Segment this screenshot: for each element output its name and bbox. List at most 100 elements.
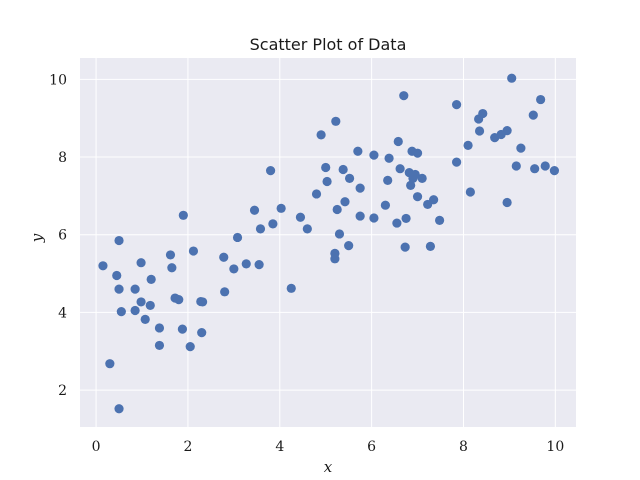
data-point bbox=[400, 242, 410, 252]
data-point bbox=[410, 169, 420, 180]
data-point bbox=[344, 241, 354, 251]
y-tick-label: 2 bbox=[58, 383, 67, 399]
data-point bbox=[429, 195, 439, 205]
data-point bbox=[516, 143, 526, 153]
plot-area bbox=[80, 58, 576, 427]
data-points bbox=[98, 73, 560, 414]
data-point bbox=[353, 146, 363, 156]
data-point bbox=[130, 305, 140, 316]
data-point bbox=[286, 283, 296, 293]
grid-lines bbox=[80, 58, 576, 427]
data-point bbox=[412, 192, 423, 202]
data-point bbox=[463, 140, 473, 150]
x-tick-label: 4 bbox=[275, 439, 284, 455]
data-point bbox=[344, 173, 355, 184]
data-point bbox=[406, 180, 416, 191]
data-point bbox=[465, 187, 475, 197]
data-point bbox=[435, 215, 445, 225]
x-tick-label: 6 bbox=[367, 439, 376, 455]
data-point bbox=[185, 341, 195, 352]
data-point bbox=[502, 197, 512, 208]
data-point bbox=[220, 287, 230, 297]
data-point bbox=[474, 126, 485, 136]
x-axis-label: x bbox=[324, 458, 333, 476]
data-point bbox=[167, 263, 177, 273]
y-tick-label: 6 bbox=[58, 228, 67, 244]
data-point bbox=[330, 254, 340, 264]
data-point bbox=[232, 232, 243, 243]
data-point bbox=[322, 176, 332, 187]
data-point bbox=[392, 218, 402, 228]
data-point bbox=[478, 108, 488, 119]
data-point bbox=[340, 197, 350, 207]
data-point bbox=[112, 270, 122, 281]
data-point bbox=[355, 183, 365, 193]
y-tick-label: 10 bbox=[49, 72, 67, 88]
data-point bbox=[136, 297, 146, 307]
data-point bbox=[130, 284, 140, 294]
data-point bbox=[530, 164, 540, 174]
data-point bbox=[116, 307, 126, 317]
data-point bbox=[540, 161, 550, 171]
data-point bbox=[154, 323, 165, 333]
data-point bbox=[254, 260, 264, 270]
y-axis-label: y bbox=[28, 233, 46, 243]
y-tick-labels: 2 4 6 8 10 bbox=[49, 72, 67, 399]
data-point bbox=[268, 219, 278, 229]
data-point bbox=[276, 203, 286, 213]
data-point bbox=[145, 300, 155, 311]
data-point bbox=[105, 359, 115, 369]
data-point bbox=[383, 175, 393, 185]
data-point bbox=[255, 224, 266, 234]
data-point bbox=[536, 94, 546, 105]
data-point bbox=[399, 91, 409, 101]
data-point bbox=[302, 224, 312, 234]
data-point bbox=[502, 126, 512, 136]
data-point bbox=[528, 110, 538, 120]
data-point bbox=[114, 235, 124, 246]
data-point bbox=[241, 259, 251, 269]
chart-title: Scatter Plot of Data bbox=[250, 35, 407, 54]
data-point bbox=[249, 205, 260, 215]
data-point bbox=[219, 252, 229, 262]
data-point bbox=[114, 404, 124, 414]
data-point bbox=[197, 328, 207, 338]
data-point bbox=[265, 166, 276, 176]
data-point bbox=[393, 136, 403, 147]
data-point bbox=[188, 246, 199, 256]
data-point bbox=[331, 116, 341, 126]
data-point bbox=[417, 173, 427, 184]
x-tick-label: 10 bbox=[546, 439, 564, 455]
data-point bbox=[178, 210, 188, 220]
data-point bbox=[177, 324, 188, 334]
data-point bbox=[369, 213, 379, 223]
data-point bbox=[229, 264, 239, 274]
data-point bbox=[295, 212, 306, 222]
data-point bbox=[146, 274, 156, 284]
y-tick-label: 8 bbox=[58, 150, 67, 166]
data-point bbox=[369, 150, 379, 160]
data-point bbox=[380, 200, 391, 210]
x-tick-label: 2 bbox=[183, 439, 192, 455]
data-point bbox=[316, 130, 326, 140]
data-point bbox=[395, 164, 405, 174]
data-point bbox=[511, 161, 521, 171]
data-point bbox=[401, 213, 411, 224]
x-tick-label: 0 bbox=[92, 439, 101, 455]
data-point bbox=[136, 258, 146, 268]
data-point bbox=[311, 189, 322, 199]
x-tick-labels: 0 2 4 6 8 10 bbox=[92, 439, 565, 455]
data-point bbox=[425, 241, 436, 251]
data-point bbox=[334, 229, 345, 239]
data-point bbox=[549, 166, 560, 176]
data-point bbox=[451, 157, 462, 167]
data-point bbox=[451, 100, 462, 110]
data-point bbox=[98, 261, 108, 271]
data-point bbox=[384, 153, 394, 163]
data-point bbox=[412, 148, 423, 158]
data-point bbox=[154, 340, 165, 351]
data-point bbox=[507, 73, 517, 83]
data-point bbox=[198, 297, 208, 307]
x-tick-label: 8 bbox=[459, 439, 468, 455]
